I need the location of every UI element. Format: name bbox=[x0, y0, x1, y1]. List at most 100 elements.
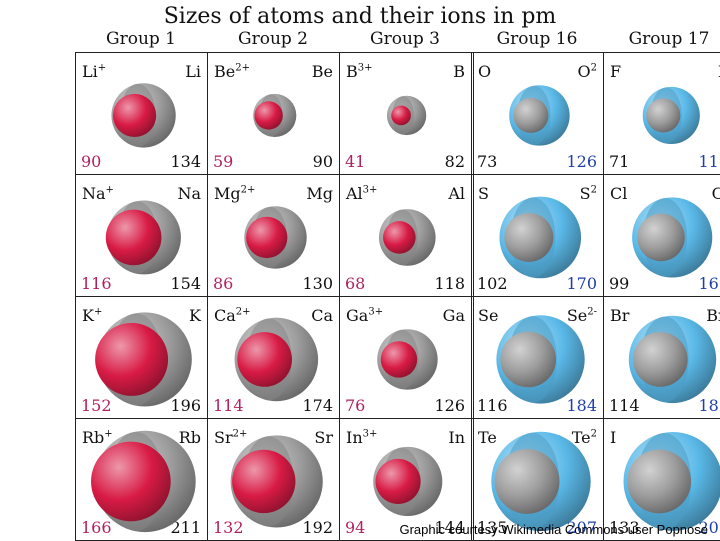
charge-label: 2+ bbox=[232, 428, 248, 440]
charge-label: 2 bbox=[590, 428, 597, 440]
species-label: O bbox=[478, 62, 491, 81]
species-label: Cl bbox=[712, 184, 720, 203]
species-label: Se2- bbox=[567, 306, 597, 325]
ion-radius-value: 184 bbox=[566, 396, 597, 415]
grid-column-divider bbox=[471, 52, 472, 540]
atom-radius-value: 130 bbox=[302, 274, 333, 293]
element-symbol: Na bbox=[82, 184, 106, 203]
charge-label: 2+ bbox=[240, 184, 256, 196]
species-label: Ca bbox=[311, 306, 333, 325]
element-symbol: Te bbox=[571, 428, 591, 447]
ion-radius-value: 206 bbox=[698, 518, 720, 537]
atom-radius-value: 211 bbox=[170, 518, 201, 537]
species-label: In3+ bbox=[346, 428, 377, 447]
element-symbol: Ca bbox=[311, 306, 333, 325]
atom-radius-value: 192 bbox=[302, 518, 333, 537]
ion-radius-value: 132 bbox=[213, 518, 244, 537]
sphere-pair bbox=[91, 430, 196, 533]
element-symbol: Ga bbox=[346, 306, 369, 325]
atom-radius-value: 71 bbox=[609, 152, 630, 171]
species-label: Mg2+ bbox=[214, 184, 255, 203]
element-symbol: Rb bbox=[82, 428, 105, 447]
ion-radius-value: 116 bbox=[81, 274, 112, 293]
sphere-pair bbox=[244, 206, 307, 269]
ion-radius-value: 76 bbox=[345, 396, 366, 415]
element-cell: Mg2+ Mg 86 130 bbox=[207, 174, 339, 296]
ion-radius-value: 86 bbox=[213, 274, 234, 293]
atom-radius-value: 133 bbox=[609, 518, 640, 537]
sphere-pair bbox=[234, 317, 319, 402]
element-symbol: In bbox=[346, 428, 363, 447]
species-label: Rb+ bbox=[82, 428, 113, 447]
atom-sphere bbox=[494, 449, 560, 514]
species-label: Na+ bbox=[82, 184, 114, 203]
element-symbol: Mg bbox=[214, 184, 241, 203]
element-cell: Na+ Na 116 154 bbox=[75, 174, 207, 296]
ion-radius-value: 119 bbox=[698, 152, 720, 171]
group-header: Group 3 bbox=[370, 29, 440, 49]
atom-radius-value: 126 bbox=[434, 396, 465, 415]
species-label: K bbox=[189, 306, 201, 325]
element-symbol: Be bbox=[214, 62, 236, 81]
atom-radius-value: 196 bbox=[170, 396, 201, 415]
sphere-pair bbox=[509, 85, 570, 146]
ion-radius-value: 90 bbox=[81, 152, 102, 171]
grid-column-divider bbox=[75, 52, 76, 540]
atom-radius-value: 82 bbox=[444, 152, 465, 171]
sphere-pair bbox=[230, 435, 323, 528]
species-label: Al3+ bbox=[346, 184, 377, 203]
group-header: Group 16 bbox=[496, 29, 578, 49]
element-cell: B3+ B 41 82 bbox=[339, 52, 471, 174]
element-cell: S S2 102 170 bbox=[471, 174, 603, 296]
species-label: K+ bbox=[82, 306, 102, 325]
element-cell: Ca2+ Ca 114 174 bbox=[207, 296, 339, 418]
element-symbol: Ca bbox=[214, 306, 236, 325]
ion-radius-value: 41 bbox=[345, 152, 366, 171]
species-label: Se bbox=[478, 306, 498, 325]
element-cell: BrBr-114182 bbox=[603, 296, 720, 418]
sphere-pair bbox=[373, 446, 443, 516]
ion-sphere bbox=[375, 458, 421, 504]
sphere-pair bbox=[623, 432, 720, 531]
atom-sphere bbox=[637, 213, 685, 262]
atom-radius-value: 154 bbox=[170, 274, 201, 293]
atom-radius-value: 134 bbox=[170, 152, 201, 171]
element-symbol: Al bbox=[448, 184, 465, 203]
sphere-pair bbox=[105, 200, 181, 275]
ion-sphere bbox=[91, 441, 171, 522]
ion-sphere bbox=[383, 221, 416, 254]
ion-radius-value: 114 bbox=[213, 396, 244, 415]
charge-label: + bbox=[105, 184, 114, 196]
species-label: In bbox=[448, 428, 465, 447]
species-label: Cl bbox=[610, 184, 627, 203]
element-symbol: I bbox=[610, 428, 617, 447]
group-header: Group 1 bbox=[106, 29, 176, 49]
atom-radius-value: 118 bbox=[434, 274, 465, 293]
element-symbol: In bbox=[448, 428, 465, 447]
species-label: Ga bbox=[443, 306, 465, 325]
species-label: Sr bbox=[314, 428, 333, 447]
sphere-pair bbox=[642, 86, 700, 144]
ion-radius-value: 182 bbox=[698, 396, 720, 415]
element-cell: F F 71 119 bbox=[603, 52, 720, 174]
charge-label: 2 bbox=[590, 184, 597, 196]
sphere-pair bbox=[632, 197, 713, 278]
sphere-pair bbox=[377, 329, 438, 390]
element-symbol: B bbox=[453, 62, 465, 81]
element-symbol: Se bbox=[478, 306, 499, 325]
charge-label: 3+ bbox=[362, 184, 378, 196]
species-label: Br bbox=[610, 306, 629, 325]
element-symbol: F bbox=[610, 62, 622, 81]
ion-radius-value: 68 bbox=[345, 274, 366, 293]
species-label: B3+ bbox=[346, 62, 373, 81]
species-label: Br- bbox=[706, 306, 720, 325]
element-symbol: Be bbox=[311, 62, 333, 81]
grid-metal-nonmetal-divider bbox=[473, 52, 474, 540]
species-label: Li+ bbox=[82, 62, 106, 81]
atom-radius-value: 90 bbox=[312, 152, 333, 171]
charge-label: 3+ bbox=[357, 62, 373, 74]
element-symbol: Na bbox=[177, 184, 201, 203]
element-cell: Ga3+ Ga 76 126 bbox=[339, 296, 471, 418]
element-symbol: K bbox=[189, 306, 201, 325]
grid-border-top bbox=[75, 52, 720, 53]
